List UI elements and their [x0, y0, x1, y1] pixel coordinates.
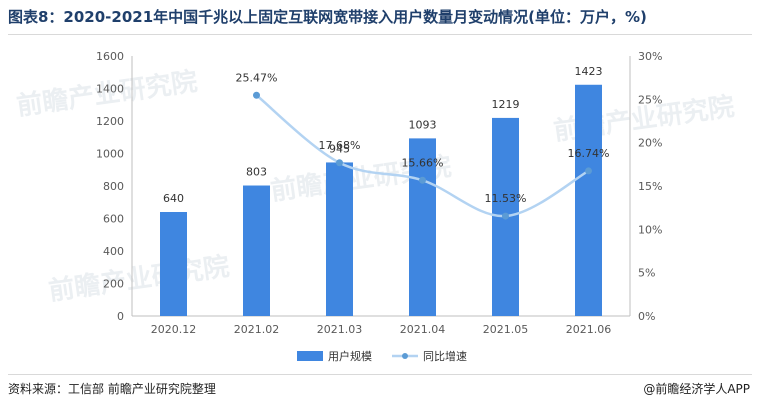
legend-line-label: 同比增速 — [423, 349, 467, 363]
growth-point — [419, 176, 426, 184]
legend-line-marker — [402, 353, 408, 359]
growth-point — [336, 159, 343, 167]
bar — [326, 162, 353, 316]
y-right-tick-label: 30% — [638, 50, 662, 63]
y-left-tick-label: 600 — [103, 213, 124, 226]
bar — [575, 84, 602, 316]
y-right-tick-label: 5% — [638, 267, 655, 280]
y-left-tick-label: 1000 — [96, 148, 124, 161]
bar-data-label: 1093 — [409, 118, 437, 131]
growth-point — [253, 91, 260, 99]
y-left-tick-label: 0 — [117, 310, 124, 323]
source-note: 资料来源：工信部 前瞻产业研究院整理 — [8, 382, 216, 396]
y-left-tick-label: 800 — [103, 180, 124, 193]
bar-data-label: 803 — [246, 166, 267, 179]
y-right-tick-label: 20% — [638, 137, 662, 150]
x-tick-label: 2021.06 — [566, 323, 612, 336]
growth-data-label: 16.74% — [568, 147, 610, 160]
brand-credit: @前瞻经济学人APP — [643, 382, 750, 396]
x-tick-label: 2021.03 — [317, 323, 363, 336]
bar-data-label: 1219 — [492, 98, 520, 111]
legend-bar-swatch — [297, 351, 323, 361]
y-right-tick-label: 25% — [638, 93, 662, 106]
y-right-tick-label: 0% — [638, 310, 655, 323]
bar-data-label: 1423 — [575, 65, 603, 78]
watermark-text: 前瞻产业研究院 — [47, 251, 232, 307]
y-right-tick-label: 15% — [638, 180, 662, 193]
footer-divider — [8, 374, 752, 375]
bar-data-label: 945 — [329, 142, 350, 155]
title-divider — [8, 34, 752, 35]
x-tick-label: 2021.04 — [400, 323, 446, 336]
growth-point — [585, 167, 592, 175]
chart-title: 图表8：2020-2021年中国千兆以上固定互联网宽带接入用户数量月变动情况(单… — [8, 8, 647, 26]
x-tick-label: 2021.02 — [234, 323, 280, 336]
bar — [243, 185, 270, 316]
y-left-tick-label: 1400 — [96, 83, 124, 96]
growth-data-label: 25.47% — [236, 71, 278, 84]
growth-data-label: 11.53% — [485, 192, 527, 205]
y-left-tick-label: 400 — [103, 245, 124, 258]
growth-point — [502, 212, 509, 220]
growth-data-label: 15.66% — [402, 156, 444, 169]
y-left-tick-label: 1600 — [96, 50, 124, 63]
x-tick-label: 2021.05 — [483, 323, 529, 336]
x-tick-label: 2020.12 — [151, 323, 197, 336]
growth-data-label: 17.68% — [319, 139, 361, 152]
bar — [160, 212, 187, 316]
bar — [409, 138, 436, 316]
y-left-tick-label: 1200 — [96, 115, 124, 128]
y-left-tick-label: 200 — [103, 278, 124, 291]
y-right-tick-label: 10% — [638, 223, 662, 236]
legend-bar-label: 用户规模 — [328, 349, 372, 363]
bar-data-label: 640 — [163, 192, 184, 205]
